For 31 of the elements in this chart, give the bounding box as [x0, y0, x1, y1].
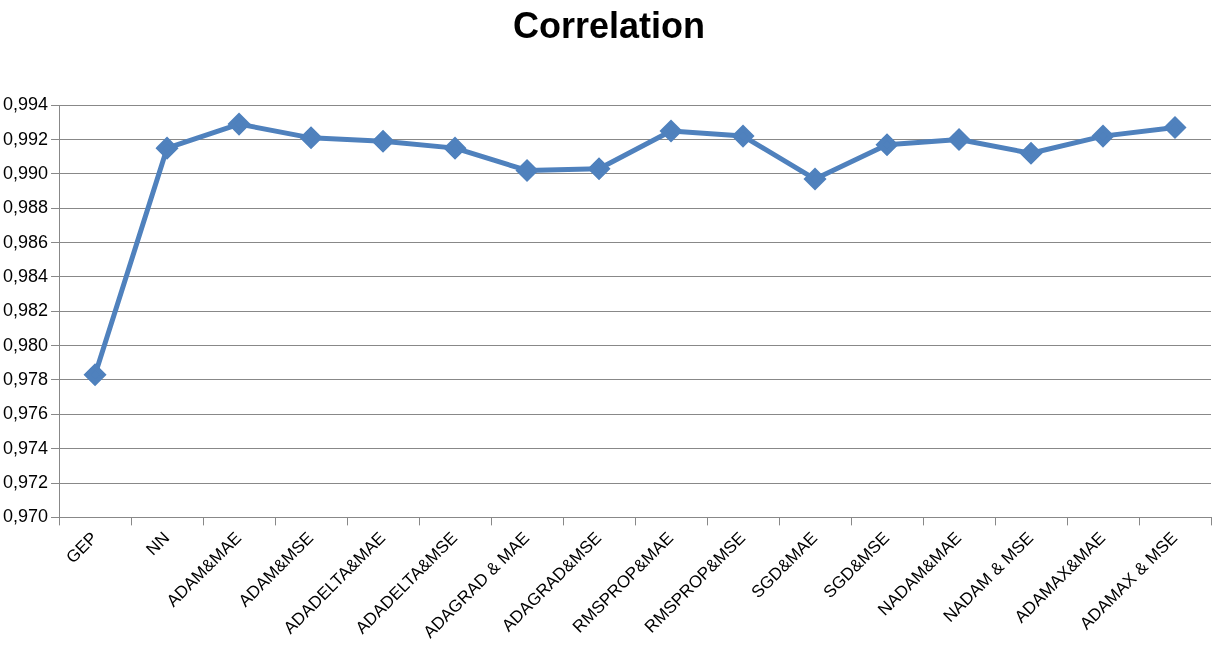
point — [1020, 142, 1042, 164]
y-tick-label: 0,992 — [3, 128, 49, 149]
point — [300, 127, 322, 149]
y-tick-label: 0,974 — [3, 437, 49, 458]
y-tick-label: 0,982 — [3, 300, 49, 321]
x-tick-label: NN — [142, 528, 174, 560]
point — [84, 364, 106, 386]
chart-title: Correlation — [512, 4, 706, 46]
point — [876, 134, 898, 156]
point — [1164, 117, 1186, 139]
y-tick-label: 0,970 — [3, 506, 49, 527]
y-tick-label: 0,980 — [3, 334, 49, 355]
point — [588, 158, 610, 180]
y-tick-label: 0,978 — [3, 368, 49, 389]
y-tick-label: 0,986 — [3, 231, 49, 252]
point — [948, 129, 970, 151]
point — [804, 168, 826, 190]
point — [156, 137, 178, 159]
point — [732, 125, 754, 147]
point — [660, 120, 682, 142]
y-tick-label: 0,984 — [3, 265, 49, 286]
point — [516, 159, 538, 181]
point — [372, 130, 394, 152]
point — [444, 137, 466, 159]
point — [228, 113, 250, 135]
point — [1092, 125, 1114, 147]
y-tick-label: 0,994 — [3, 94, 49, 115]
y-tick-label: 0,972 — [3, 472, 49, 492]
y-tick-label: 0,976 — [3, 403, 49, 424]
y-tick-label: 0,990 — [3, 162, 49, 183]
y-tick-label: 0,988 — [3, 197, 49, 218]
